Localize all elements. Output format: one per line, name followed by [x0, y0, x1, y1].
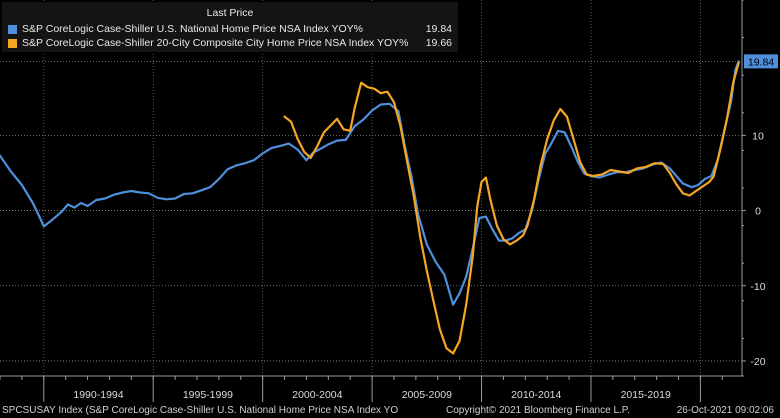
last-price-label: 19.84 — [748, 56, 774, 68]
legend-swatch-20city — [8, 38, 17, 48]
last-price-marker: 19.84 — [0, 54, 778, 69]
y-tick-label: 10 — [752, 130, 764, 142]
series-lines — [0, 60, 740, 355]
x-period-label: 2015-2019 — [621, 389, 671, 401]
y-axis-tick-labels: -20 -10 0 10 — [750, 130, 765, 368]
y-tick-label: 0 — [755, 206, 761, 218]
legend-entry-national[interactable]: S&P CoreLogic Case-Shiller U.S. National… — [8, 22, 452, 36]
x-axis-periods: 1990-1994 1995-1999 2000-2004 2005-2009 2010… — [73, 389, 671, 401]
legend-title: Last Price — [206, 7, 254, 19]
x-period-label: 1995-1999 — [183, 389, 233, 401]
last-price-tag — [744, 54, 778, 69]
legend-value-national: 19.84 — [425, 23, 452, 35]
y-tick-label: -20 — [750, 356, 765, 368]
footer-timestamp: 26-Oct-2021 09:02:06 — [676, 405, 774, 416]
footer-ticker: SPCSUSAY Index (S&P CoreLogic Case-Shill… — [2, 405, 399, 416]
gridlines — [0, 0, 746, 402]
footer-copyright: Copyright© 2021 Bloomberg Finance L.P. — [446, 405, 630, 416]
series-line-national — [0, 60, 740, 306]
legend-entry-20city[interactable]: S&P CoreLogic Case-Shiller 20-City Compo… — [8, 36, 452, 50]
x-period-label: 2005-2009 — [402, 389, 452, 401]
y-tick-label: -10 — [750, 281, 765, 293]
legend-value-20city: 19.66 — [425, 37, 452, 49]
legend-swatch-national — [8, 24, 17, 34]
x-period-label: 2010-2014 — [511, 389, 561, 401]
legend-label-national: S&P CoreLogic Case-Shiller U.S. National… — [22, 23, 364, 35]
x-period-label: 2000-2004 — [292, 389, 342, 401]
x-period-label: 1990-1994 — [73, 389, 123, 401]
legend-label-20city: S&P CoreLogic Case-Shiller 20-City Compo… — [22, 37, 409, 49]
footer: SPCSUSAY Index (S&P CoreLogic Case-Shill… — [0, 404, 780, 418]
series-line-20city — [283, 61, 740, 355]
legend: Last Price S&P CoreLogic Case-Shiller U.… — [2, 2, 458, 52]
